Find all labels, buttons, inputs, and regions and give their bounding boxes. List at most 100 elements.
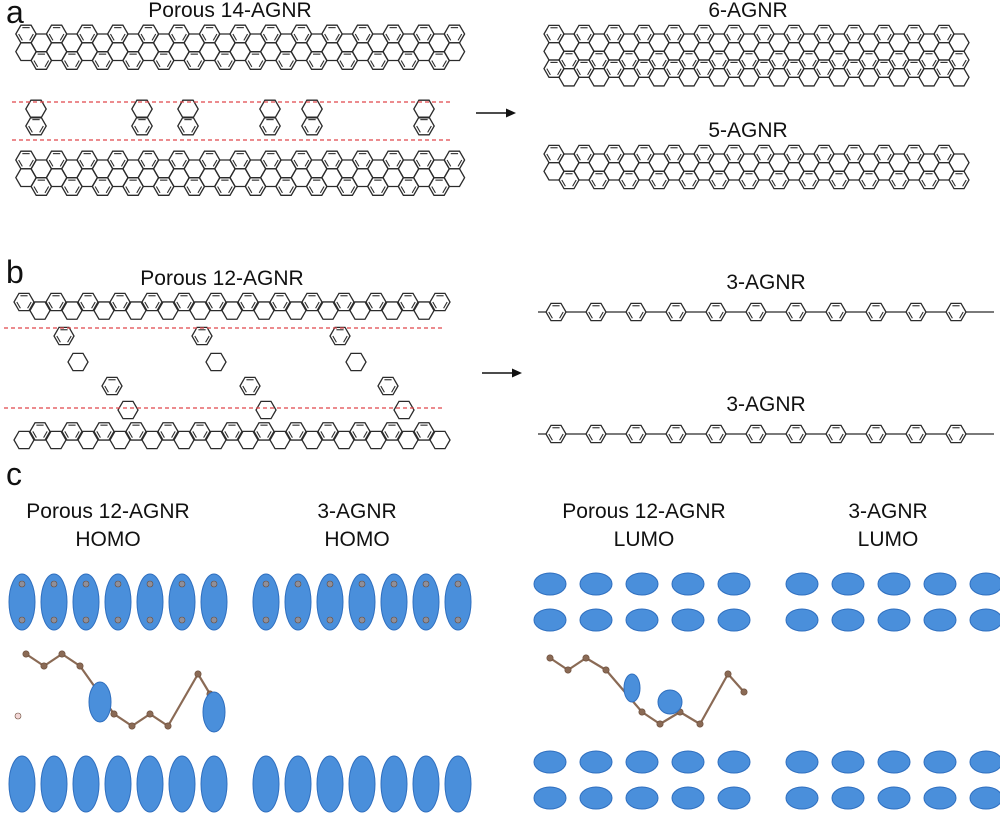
homo-lobe <box>444 755 472 813</box>
bond <box>131 713 151 727</box>
double-bond <box>33 60 39 68</box>
carbon-atom <box>178 616 186 624</box>
orbital-title-4-line1: 3-AGNR <box>848 500 928 523</box>
hexagon-ring <box>13 430 35 450</box>
hexagon-ring <box>77 292 99 312</box>
double-bond <box>109 159 115 167</box>
double-bond <box>628 311 633 319</box>
double-bond <box>96 431 101 438</box>
phenyl-ring <box>865 424 887 444</box>
double-bond <box>335 33 340 41</box>
double-bond <box>726 68 731 76</box>
double-bond <box>432 301 437 309</box>
orbital-title-2-line1: 3-AGNR <box>317 500 397 523</box>
double-bond <box>105 186 111 194</box>
carbon-atom <box>564 666 572 674</box>
double-bond <box>457 159 463 167</box>
ring-mask <box>866 424 886 444</box>
orbital-title-1-line1: Porous 12-AGNR <box>26 500 190 523</box>
double-bond <box>64 186 69 194</box>
double-bond <box>908 311 913 319</box>
double-bond <box>839 311 844 319</box>
homo-lobe <box>252 573 280 631</box>
double-bond <box>247 186 253 194</box>
double-bond <box>391 385 396 393</box>
hexagon-ring <box>191 326 213 346</box>
double-bond <box>696 68 701 76</box>
double-bond <box>711 59 716 67</box>
lumo-lobe <box>625 572 659 596</box>
double-bond <box>891 59 896 67</box>
double-bond <box>639 433 644 441</box>
double-bond <box>947 68 952 76</box>
lumo-lobe <box>831 750 865 774</box>
hexagon-ring <box>413 301 435 320</box>
double-bond <box>91 301 96 309</box>
double-bond <box>416 431 421 438</box>
lumo-lobe <box>579 572 613 596</box>
double-bond <box>628 433 633 441</box>
hexagon-ring <box>349 301 371 320</box>
double-bond <box>59 301 64 309</box>
homo-lobe <box>284 755 312 813</box>
double-bond <box>917 153 922 161</box>
double-bond <box>932 59 937 67</box>
lumo-lobe <box>923 750 957 774</box>
double-bond <box>171 159 176 167</box>
lumo-lobe <box>671 572 705 596</box>
ring-mask <box>666 424 686 444</box>
phenyl-ring <box>945 302 967 322</box>
hexagon-ring <box>205 292 227 312</box>
double-bond <box>293 159 299 167</box>
double-bond <box>385 159 391 167</box>
ring-mask <box>786 302 806 322</box>
double-bond <box>919 311 924 319</box>
homo-lobe <box>40 573 68 631</box>
double-bond <box>32 431 37 438</box>
lumo-lobe <box>717 786 751 810</box>
lumo-lobe <box>923 786 957 810</box>
double-bond <box>617 153 622 161</box>
carbon-atom <box>638 708 646 716</box>
double-bond <box>217 186 222 194</box>
homo-lobe <box>72 573 100 631</box>
reaction-arrow-a <box>476 108 516 118</box>
double-bond <box>936 68 941 76</box>
double-bond <box>197 60 203 68</box>
double-bond <box>786 68 791 76</box>
ring-mask <box>586 424 606 444</box>
double-bond <box>335 159 340 167</box>
hexagon-ring <box>429 292 451 312</box>
6-agnr-structure <box>543 24 970 87</box>
double-bond <box>205 335 210 343</box>
homo-lobe <box>202 691 226 733</box>
double-bond <box>107 431 112 438</box>
carbon-atom <box>40 662 48 670</box>
double-bond <box>908 433 913 441</box>
carbon-atom <box>18 616 26 624</box>
double-bond <box>415 33 421 41</box>
phenyl-ring <box>705 424 727 444</box>
homo-lobe <box>316 573 344 631</box>
double-bond <box>48 33 54 41</box>
double-bond <box>396 159 402 167</box>
double-bond <box>962 59 967 67</box>
phenyl-ring <box>905 424 927 444</box>
lumo-lobe <box>717 608 751 632</box>
double-bond <box>756 68 761 76</box>
double-bond <box>289 60 294 68</box>
double-bond <box>283 301 288 309</box>
double-bond <box>247 60 253 68</box>
hexagon-ring <box>413 99 435 119</box>
double-bond <box>917 68 922 76</box>
bond <box>727 673 745 693</box>
carbon-atom <box>656 720 664 728</box>
bond <box>585 657 607 671</box>
double-bond <box>64 431 69 438</box>
carbon-atom <box>326 616 334 624</box>
hexagon-ring <box>177 99 199 119</box>
double-bond <box>336 301 341 309</box>
double-bond <box>426 159 432 167</box>
ring-mask <box>826 302 846 322</box>
double-bond <box>599 311 604 319</box>
